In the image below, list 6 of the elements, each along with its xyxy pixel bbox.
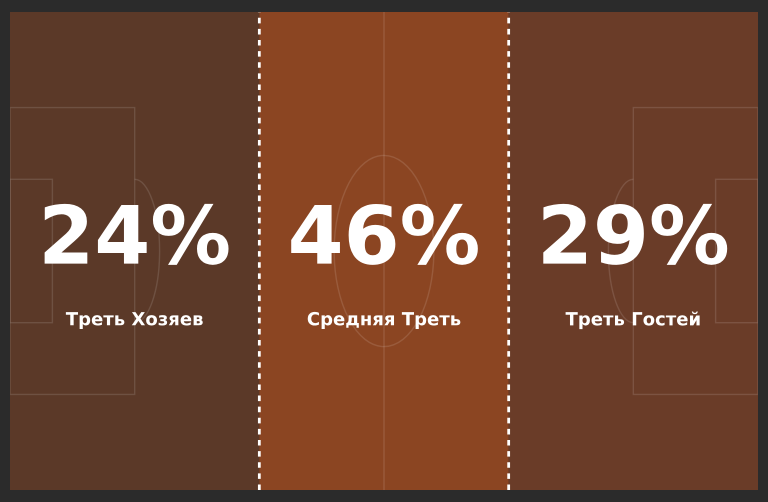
category-label: Средняя Треть (308, 312, 460, 330)
data-label: 46% (291, 204, 478, 265)
data-label: 29% (543, 204, 728, 265)
category-label: Треть Гостей (566, 312, 700, 330)
category-label: Треть Хозяев (66, 312, 203, 330)
data-label: 24% (44, 204, 229, 265)
